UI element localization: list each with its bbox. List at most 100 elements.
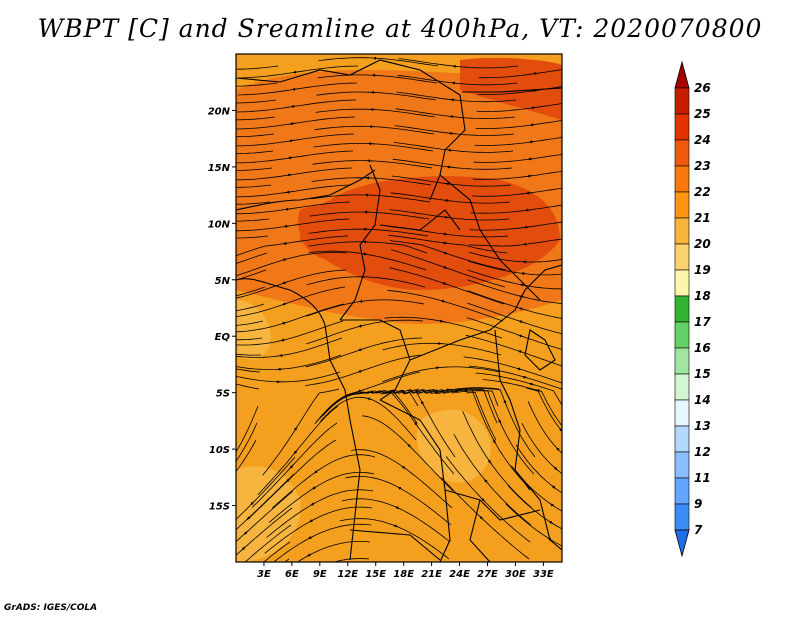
- lat-tick-label: 15N: [208, 163, 231, 174]
- streamline: [236, 383, 260, 390]
- streamline: [236, 368, 261, 373]
- streamline-arrow: [286, 173, 293, 177]
- colorbar-swatch: [674, 425, 690, 453]
- colorbar-swatch: [674, 87, 690, 115]
- streamline: [244, 524, 292, 562]
- streamline-arrow: [294, 426, 298, 432]
- lat-tick-label: 10S: [209, 445, 230, 456]
- streamline-arrow: [445, 388, 451, 392]
- streamline: [236, 235, 269, 239]
- streamline-arrow: [280, 338, 286, 342]
- streamline: [236, 320, 264, 326]
- lon-tick-label: 30E: [505, 569, 526, 580]
- lon-tick-label: 15E: [365, 569, 386, 580]
- streamline-arrow: [531, 88, 538, 93]
- streamline-arrow: [197, 372, 201, 373]
- streamline-arrow: [444, 199, 451, 203]
- streamline-arrow: [421, 400, 425, 406]
- wbpt-hot-core-north: [300, 176, 560, 290]
- streamline-arrow: [523, 242, 529, 246]
- streamline-arrow: [307, 553, 313, 557]
- streamline-arrow: [282, 241, 289, 245]
- streamline: [236, 422, 258, 463]
- streamline-arrow: [518, 320, 525, 324]
- lon-tick-label: 33E: [533, 569, 554, 580]
- streamline: [236, 99, 277, 104]
- streamline: [236, 303, 265, 312]
- colorbar-label: 20: [694, 237, 711, 251]
- colorbar-label: 13: [694, 419, 711, 433]
- lon-tick-label: 24E: [449, 569, 470, 580]
- colorbar-label: 14: [694, 393, 711, 407]
- lat-tick-label: 5S: [216, 389, 230, 400]
- streamline-arrow: [481, 498, 486, 503]
- streamline-arrow: [529, 123, 536, 127]
- streamline-arrow: [358, 299, 365, 303]
- streamline-arrow: [357, 369, 364, 373]
- streamline-arrow: [198, 336, 202, 337]
- colorbar-label: 11: [694, 471, 711, 485]
- streamline-arrow: [503, 399, 507, 405]
- streamline-arrow: [309, 519, 315, 523]
- streamline-arrow: [246, 515, 252, 520]
- colorbar-top-arrow: [674, 60, 690, 89]
- colorbar-swatch: [674, 399, 690, 427]
- streamline-arrow: [241, 563, 244, 566]
- streamline-arrow: [522, 375, 528, 379]
- lon-tick-label: 6E: [285, 569, 299, 580]
- colorbar-label: 22: [694, 185, 711, 199]
- streamline-arrow: [250, 500, 255, 506]
- streamline-arrow: [397, 486, 403, 491]
- streamline-arrow: [310, 502, 316, 506]
- colorbar-swatch: [674, 191, 690, 219]
- streamline-arrow: [516, 367, 523, 371]
- lat-tick-label: 15S: [209, 502, 230, 513]
- streamline: [236, 405, 259, 453]
- streamline: [284, 558, 290, 562]
- streamline-arrow: [308, 536, 314, 539]
- colorbar-swatch: [674, 165, 690, 193]
- streamline-arrow: [366, 397, 373, 401]
- streamline-arrow: [395, 506, 401, 510]
- streamline-arrow: [357, 348, 364, 352]
- streamline-arrow: [451, 81, 458, 85]
- streamline-arrow: [498, 419, 502, 425]
- colorbar-swatch: [674, 477, 690, 505]
- colorbar-swatch: [674, 113, 690, 141]
- streamline-arrow: [206, 271, 210, 272]
- streamline-arrow: [281, 321, 288, 325]
- streamline-arrow: [484, 479, 489, 484]
- streamline-arrow: [358, 324, 364, 328]
- lon-tick-label: 12E: [337, 569, 358, 580]
- longitude-axis: 3E 6E 9E 12E 15E 18E 21E 24E 27E 30E 33E: [257, 562, 554, 580]
- streamline: [236, 82, 278, 87]
- lat-tick-label: EQ: [215, 332, 231, 343]
- streamline: [236, 252, 268, 264]
- streamline-arrow: [518, 307, 525, 311]
- streamline-arrow: [313, 469, 319, 474]
- colorbar-label: 12: [694, 445, 711, 459]
- streamline-arrow: [517, 350, 524, 354]
- wbpt-cool-patch-south: [416, 409, 491, 483]
- streamline-arrow: [442, 251, 449, 255]
- streamline-arrow: [493, 439, 497, 445]
- streamline-arrow: [518, 334, 524, 338]
- streamline-arrow: [442, 241, 448, 245]
- streamline-arrow: [243, 530, 249, 535]
- colorbar-bottom-arrow: [674, 529, 690, 558]
- streamline-arrow: [312, 485, 318, 490]
- lon-tick-label: 3E: [257, 569, 271, 580]
- streamline-arrow: [197, 359, 201, 360]
- streamline-arrow: [488, 459, 492, 465]
- streamline: [236, 269, 267, 281]
- streamline-arrow: [362, 252, 369, 256]
- lon-tick-label: 9E: [313, 569, 327, 580]
- colorbar-swatch: [674, 295, 690, 323]
- streamline-arrow: [532, 71, 539, 76]
- streamline-arrow: [241, 580, 244, 583]
- streamline-arrow: [401, 465, 407, 470]
- map-frame: [235, 53, 563, 563]
- colorbar-label: 23: [694, 159, 711, 173]
- streamline-arrow: [526, 174, 533, 178]
